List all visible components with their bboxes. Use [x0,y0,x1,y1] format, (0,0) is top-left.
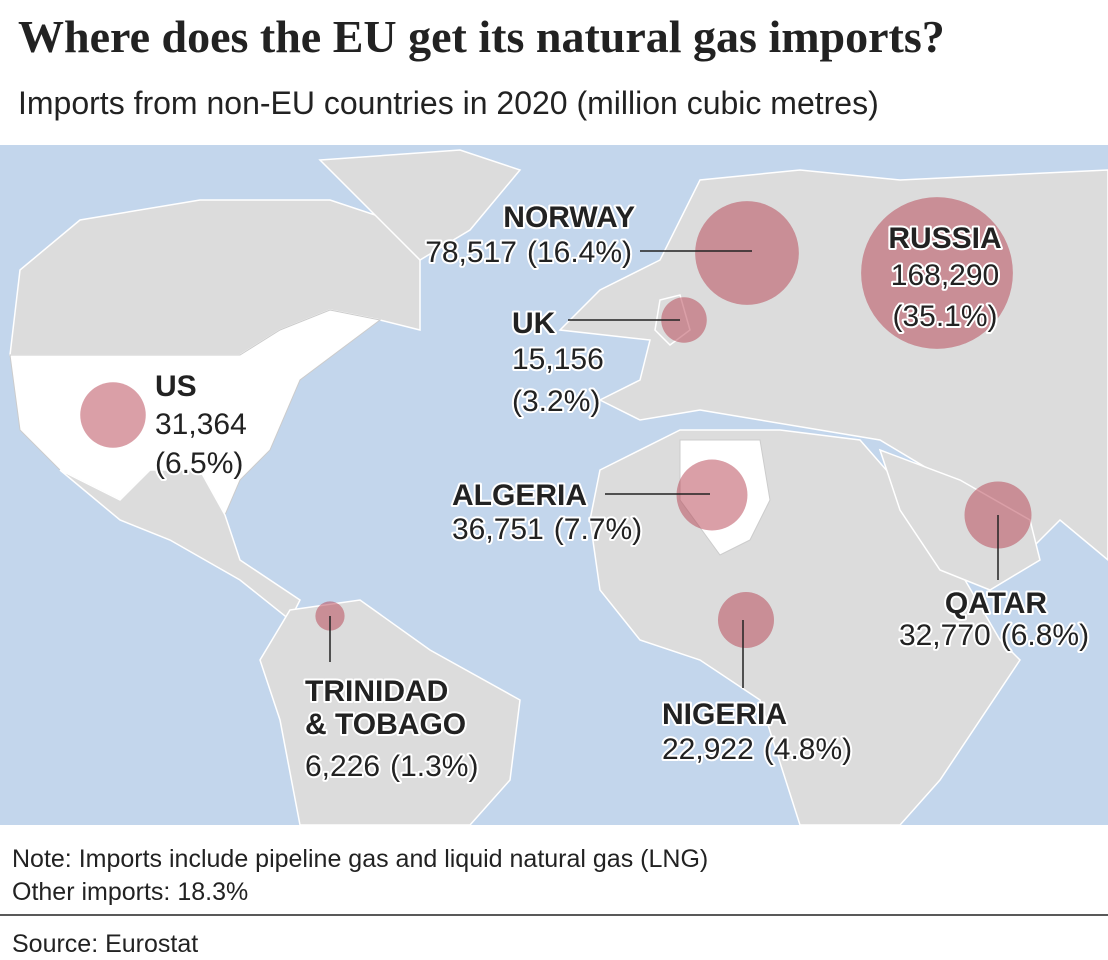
country-figure: 36,751 [452,513,544,546]
country-label: 78,517 (16.4%) [425,236,632,269]
bubble [717,591,775,649]
bubble [676,459,748,531]
bubble [861,197,1013,349]
country-figure: 168,290 [891,259,999,292]
country-label: 31,364 [155,408,247,441]
bubble [80,382,146,448]
country-figure: 31,364 [155,408,247,441]
country-figure: (7.7%) [554,513,642,546]
bubble [695,201,799,305]
country-figure: 6,226 [305,750,380,783]
country-name: NORWAY [503,201,635,234]
country-label: (3.2%) [512,385,600,418]
country-label: 32,770 (6.8%) [899,619,1089,652]
country-figure: (16.4%) [527,236,632,269]
country-figure: (3.2%) [512,385,600,418]
country-name: ALGERIA [452,479,587,512]
country-label: NORWAY [503,201,635,234]
subtitle: Imports from non-EU countries in 2020 (m… [18,85,879,121]
country-label: 168,290 [891,259,999,292]
country-figure: 32,770 [899,619,991,652]
country-label: & TOBAGO [305,708,466,741]
land [318,149,522,261]
country-figure: (4.8%) [764,733,852,766]
country-name: QATAR [945,587,1048,620]
country-label: (35.1%) [892,300,997,333]
country-label: 15,156 [512,343,604,376]
footer-bg [0,825,1108,915]
country-label: RUSSIA [888,222,1001,255]
country-figure: 22,922 [662,733,754,766]
country-label: UK [512,307,556,340]
bubbles [80,197,1032,649]
other-imports: Other imports: 18.3% [12,878,248,906]
source: Source: Eurostat [12,930,198,958]
country-name: NIGERIA [662,698,787,731]
country-label: 22,922 (4.8%) [662,733,852,766]
bubble [661,297,707,343]
country-figure: 15,156 [512,343,604,376]
note: Note: Imports include pipeline gas and l… [12,845,708,873]
country-name: & TOBAGO [305,708,466,741]
country-name: RUSSIA [888,222,1001,255]
country-label: QATAR [945,587,1048,620]
country-name: US [155,370,197,403]
land [59,469,301,622]
country-label: 6,226 (1.3%) [305,750,478,783]
country-label: NIGERIA [662,698,787,731]
land [878,448,1041,591]
country-figure: (6.8%) [1001,619,1089,652]
country-name: TRINIDAD [305,675,448,708]
country-label: 36,751 (7.7%) [452,513,642,546]
country-label: (6.5%) [155,447,243,480]
country-name: UK [512,307,556,340]
country-figure: 78,517 [425,236,517,269]
country-figure: (6.5%) [155,447,243,480]
title: Where does the EU get its natural gas im… [18,11,945,62]
land [259,599,521,825]
country-figure: (35.1%) [892,300,997,333]
country-figure: (1.3%) [390,750,478,783]
country-label: ALGERIA [452,479,587,512]
country-label: US [155,370,197,403]
country-label: TRINIDAD [305,675,448,708]
